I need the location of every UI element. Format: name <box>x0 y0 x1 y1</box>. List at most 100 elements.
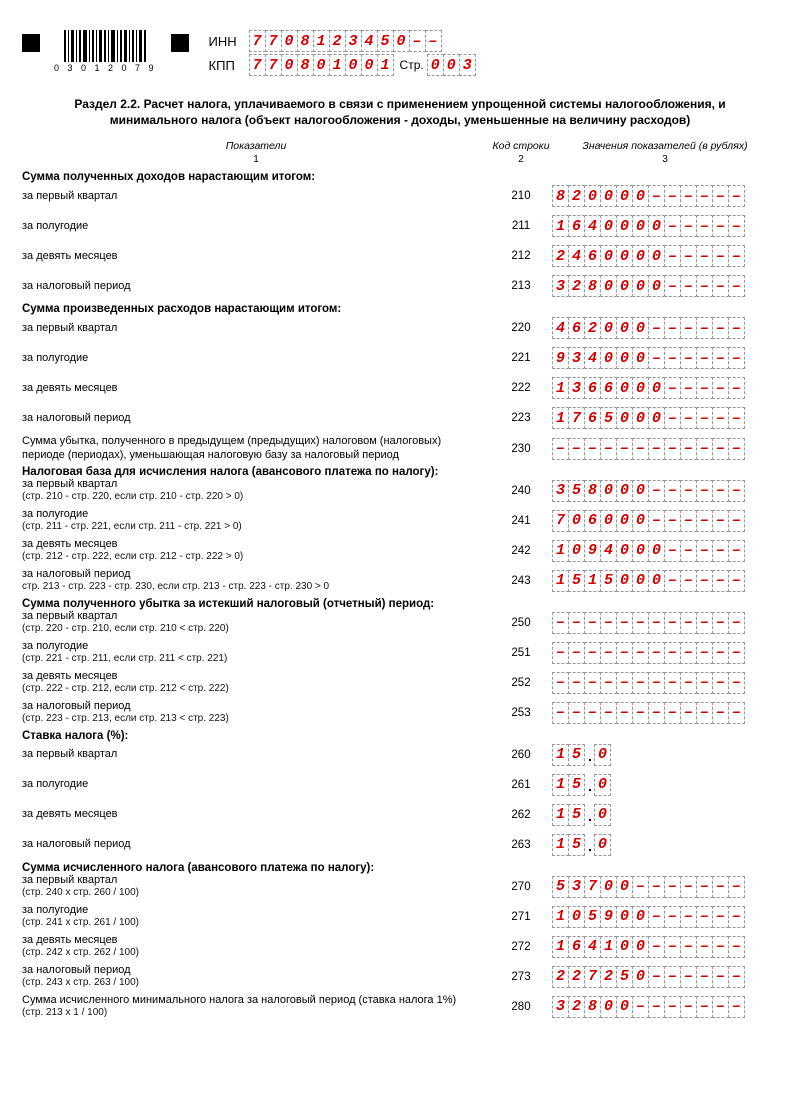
value-cell: 0 <box>345 54 362 76</box>
row-sublabel: (стр. 212 - стр. 222, если стр. 212 - ст… <box>22 551 482 563</box>
value-cell: 5 <box>568 774 585 796</box>
value-cell: – <box>664 438 681 460</box>
value-cell: 0 <box>616 215 633 237</box>
value-cell: 6 <box>568 215 585 237</box>
value-cell: 0 <box>600 215 617 237</box>
value-cell: – <box>712 642 729 664</box>
value-cell: – <box>712 906 729 928</box>
form-row: Сумма исчисленного минимального налога з… <box>22 994 778 1020</box>
value-cell: 0 <box>616 317 633 339</box>
value-cell: 0 <box>600 480 617 502</box>
value-cell: – <box>696 996 713 1018</box>
value-cell: – <box>648 672 665 694</box>
value-cell: – <box>552 642 569 664</box>
value-cells: 1515000––––– <box>552 570 778 592</box>
value-cell: – <box>680 996 697 1018</box>
value-cell: – <box>648 347 665 369</box>
form-row: за налоговый периодстр. 213 - стр. 223 -… <box>22 568 778 594</box>
row-value: 706000–––––– <box>552 510 778 532</box>
value-cell: – <box>632 702 649 724</box>
value-cell: – <box>648 510 665 532</box>
inn-cells: 7708123450–– <box>249 30 442 52</box>
row-value: 934000–––––– <box>552 347 778 369</box>
value-cell: – <box>680 906 697 928</box>
value-cell: – <box>680 876 697 898</box>
form-row: за девять месяцев2221366000––––– <box>22 375 778 401</box>
value-cell: 8 <box>297 54 314 76</box>
value-cell: 9 <box>600 906 617 928</box>
value-cell: – <box>696 377 713 399</box>
value-cell: – <box>712 215 729 237</box>
value-cells: 358000–––––– <box>552 480 778 502</box>
value-cell: 0 <box>632 275 649 297</box>
value-cells: 227250–––––– <box>552 966 778 988</box>
value-cell: – <box>584 612 601 634</box>
value-cell: – <box>680 185 697 207</box>
value-cell: 0 <box>616 480 633 502</box>
value-cell: – <box>712 480 729 502</box>
value-cell: – <box>664 275 681 297</box>
inn-label: ИНН <box>209 34 249 49</box>
row-code: 272 <box>490 941 552 953</box>
value-cell: – <box>728 245 745 267</box>
row-sublabel: (стр. 213 х 1 / 100) <box>22 1007 482 1019</box>
value-cell: 5 <box>377 30 394 52</box>
row-label: за полугодие <box>22 352 490 365</box>
value-cell: 2 <box>568 185 585 207</box>
value-cell: 0 <box>616 185 633 207</box>
form-row: за налоговый период2133280000––––– <box>22 273 778 299</box>
value-cell: – <box>696 407 713 429</box>
row-label: за девять месяцев <box>22 382 490 395</box>
row-sublabel: стр. 213 - стр. 223 - стр. 230, если стр… <box>22 581 482 593</box>
value-cell: 1 <box>552 804 569 826</box>
value-cell: 0 <box>632 347 649 369</box>
value-cell: – <box>648 876 665 898</box>
row-code: 240 <box>490 485 552 497</box>
value-cell: – <box>648 185 665 207</box>
row-value: 1366000––––– <box>552 377 778 399</box>
value-cell: – <box>632 438 649 460</box>
value-cells: 53700––––––– <box>552 876 778 898</box>
form-row: за налоговый период26315.0 <box>22 832 778 858</box>
row-code: 263 <box>490 839 552 851</box>
value-cell: 0 <box>600 996 617 1018</box>
row-label: за полугодие(стр. 221 - стр. 211, если с… <box>22 640 490 665</box>
value-cell: 9 <box>552 347 569 369</box>
value-cell: – <box>696 275 713 297</box>
form-row: за первый квартал26015.0 <box>22 742 778 768</box>
form-row: Сумма убытка, полученного в предыдущем (… <box>22 435 778 461</box>
value-cell: – <box>425 30 442 52</box>
value-cell: – <box>680 570 697 592</box>
row-value: 53700––––––– <box>552 876 778 898</box>
value-cell: – <box>616 672 633 694</box>
row-value: 227250–––––– <box>552 966 778 988</box>
value-cell: 5 <box>584 906 601 928</box>
value-cell: – <box>680 245 697 267</box>
value-cell: 0 <box>632 540 649 562</box>
value-cells: 1094000––––– <box>552 540 778 562</box>
value-cell: – <box>680 215 697 237</box>
row-sublabel: (стр. 211 - стр. 221, если стр. 211 - ст… <box>22 521 482 533</box>
value-cell: – <box>680 672 697 694</box>
value-cell: – <box>728 906 745 928</box>
value-cell: 2 <box>552 245 569 267</box>
value-cell: 1 <box>377 54 394 76</box>
value-cell: – <box>712 936 729 958</box>
value-cell: – <box>696 876 713 898</box>
value-cell: – <box>696 540 713 562</box>
row-code: 211 <box>490 220 552 232</box>
value-cells: 706000–––––– <box>552 510 778 532</box>
value-cell: – <box>664 377 681 399</box>
form-row: за девять месяцев26215.0 <box>22 802 778 828</box>
value-cell: – <box>728 347 745 369</box>
value-cell: 5 <box>568 744 585 766</box>
value-cell: – <box>728 702 745 724</box>
value-cell: 0 <box>443 54 460 76</box>
value-cell: – <box>696 480 713 502</box>
value-cell: 4 <box>584 347 601 369</box>
row-label: за налоговый периодстр. 213 - стр. 223 -… <box>22 568 490 593</box>
row-label: за полугодие(стр. 241 х стр. 261 / 100) <box>22 904 490 929</box>
row-label: за первый квартал <box>22 748 490 761</box>
value-cell: – <box>680 966 697 988</box>
value-cell: – <box>712 672 729 694</box>
